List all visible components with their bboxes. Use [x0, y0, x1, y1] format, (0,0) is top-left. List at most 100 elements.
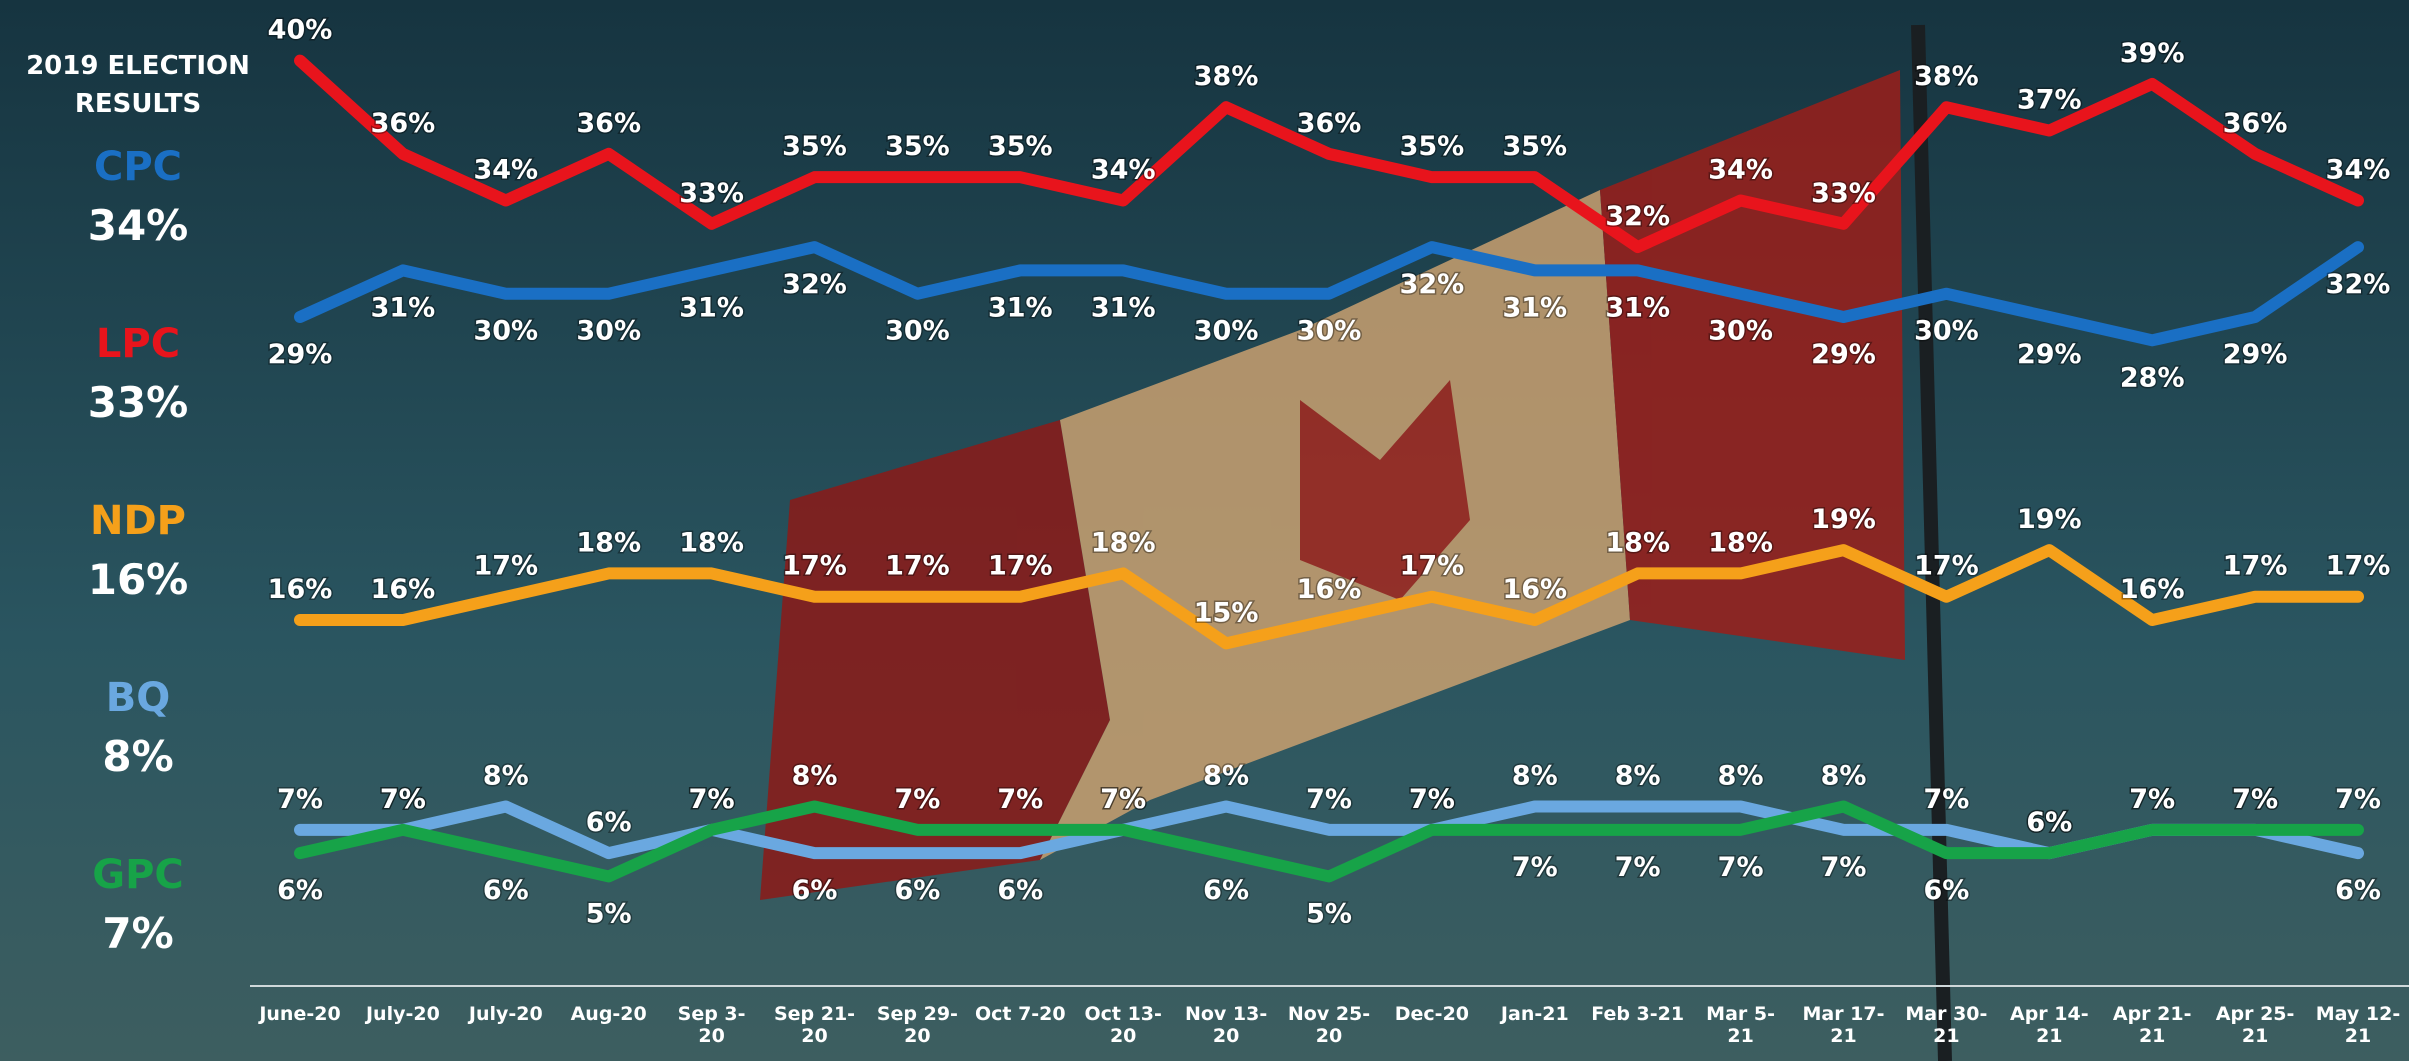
data-label: 36% [576, 108, 641, 139]
data-label: 8% [1718, 761, 1764, 792]
side-title: 2019 ELECTION RESULTS [26, 51, 250, 119]
data-label: 29% [268, 339, 333, 370]
data-label: 6% [894, 875, 940, 906]
data-label: 35% [782, 131, 847, 162]
data-label: 17% [782, 551, 847, 582]
x-tick-label: Mar 5-21 [1706, 1003, 1775, 1047]
party-name: CPC [94, 144, 182, 190]
data-label: 18% [576, 527, 641, 558]
data-label: 8% [483, 761, 529, 792]
data-label: 35% [1502, 131, 1567, 162]
data-label: 7% [1718, 852, 1764, 883]
data-label: 31% [371, 292, 436, 323]
data-label: 30% [1914, 316, 1979, 347]
x-tick-label: Nov 25-20 [1287, 1003, 1371, 1047]
data-label: 36% [2223, 108, 2288, 139]
data-label: 18% [1091, 527, 1156, 558]
x-tick-label: May 12-21 [2315, 1003, 2401, 1047]
x-tick-label: Apr 21-21 [2112, 1003, 2192, 1047]
data-label: 16% [1297, 574, 1362, 605]
series-line [294, 544, 2364, 650]
x-tick-label: Mar 30-21 [1905, 1003, 1988, 1047]
data-label: 34% [1091, 154, 1156, 185]
data-label: 30% [1297, 316, 1362, 347]
party-result: 7% [102, 909, 173, 958]
x-tick-label: Apr 25-21 [2215, 1003, 2295, 1047]
series-line [294, 54, 2364, 254]
data-label: 29% [2017, 339, 2082, 370]
x-tick-label: Oct 13-20 [1084, 1003, 1162, 1047]
data-label: 8% [792, 761, 838, 792]
data-label: 32% [2326, 269, 2391, 300]
series-line [294, 241, 2364, 347]
data-label: 16% [268, 574, 333, 605]
data-label: 7% [1409, 784, 1455, 815]
data-label: 19% [1811, 504, 1876, 535]
data-label: 6% [1203, 875, 1249, 906]
data-label: 17% [2223, 551, 2288, 582]
party-result: 33% [88, 378, 189, 427]
data-label: 15% [1194, 597, 1259, 628]
data-label: 7% [1923, 784, 1969, 815]
data-label: 7% [380, 784, 426, 815]
data-label: 6% [2026, 807, 2072, 838]
data-label: 34% [473, 154, 538, 185]
party-name: GPC [92, 852, 184, 898]
data-label: 36% [371, 108, 436, 139]
data-label: 7% [2232, 784, 2278, 815]
data-label: 30% [885, 316, 950, 347]
data-label: 30% [1708, 316, 1773, 347]
data-label: 6% [586, 807, 632, 838]
data-label: 7% [689, 784, 735, 815]
data-label: 5% [586, 898, 632, 929]
x-tick-label: Apr 14-21 [2009, 1003, 2089, 1047]
data-label: 39% [2120, 38, 2185, 69]
data-label: 7% [2232, 784, 2278, 815]
data-label: 5% [1306, 898, 1352, 929]
data-label: 7% [1821, 852, 1867, 883]
data-label: 7% [1409, 784, 1455, 815]
data-label: 17% [885, 551, 950, 582]
data-label: 33% [1811, 178, 1876, 209]
x-tick-label: Dec-20 [1394, 1003, 1470, 1025]
data-label: 8% [1821, 761, 1867, 792]
party-name: NDP [90, 498, 186, 544]
data-label: 38% [1914, 61, 1979, 92]
data-label: 7% [997, 784, 1043, 815]
data-label: 7% [689, 784, 735, 815]
data-label: 7% [380, 784, 426, 815]
data-label: 7% [2335, 784, 2381, 815]
data-label: 7% [2129, 784, 2175, 815]
data-label: 7% [277, 784, 323, 815]
x-tick-label: Sep 3-20 [677, 1003, 746, 1047]
data-label: 31% [1091, 292, 1156, 323]
data-label: 17% [2326, 551, 2391, 582]
data-label: 7% [1100, 784, 1146, 815]
data-label: 6% [2026, 807, 2072, 838]
data-label: 7% [1100, 784, 1146, 815]
data-label: 8% [1512, 761, 1558, 792]
data-label: 16% [1502, 574, 1567, 605]
x-tick-label: Nov 13-20 [1184, 1003, 1268, 1047]
data-label: 6% [792, 875, 838, 906]
party-result: 8% [102, 732, 173, 781]
data-label: 7% [1306, 784, 1352, 815]
data-label: 33% [679, 178, 744, 209]
data-label: 35% [1400, 131, 1465, 162]
data-label: 34% [2326, 154, 2391, 185]
x-tick-label: Oct 7-20 [974, 1003, 1066, 1025]
data-label: 6% [1923, 875, 1969, 906]
data-label: 17% [473, 551, 538, 582]
party-name: BQ [106, 675, 171, 721]
data-label: 37% [2017, 85, 2082, 116]
data-label: 17% [1400, 551, 1465, 582]
data-label: 7% [894, 784, 940, 815]
data-label: 30% [576, 316, 641, 347]
x-tick-label: Sep 29-20 [876, 1003, 958, 1047]
series-line [294, 800, 2364, 883]
data-label: 7% [1512, 852, 1558, 883]
x-tick-label: Mar 17-21 [1802, 1003, 1885, 1047]
data-label: 30% [1194, 316, 1259, 347]
party-result: 16% [88, 555, 189, 604]
data-label: 29% [2223, 339, 2288, 370]
